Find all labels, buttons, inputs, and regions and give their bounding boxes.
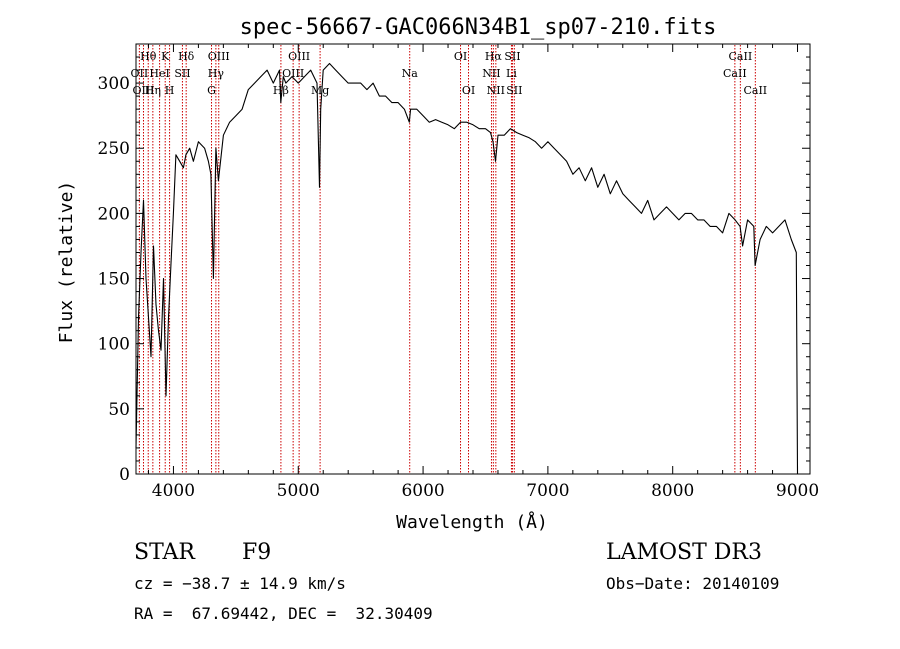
x-tick-label: 5000 [277,481,320,501]
spectral-line-label: G [207,84,216,97]
x-tick-label: 4000 [152,481,195,501]
object-subclass: F9 [242,540,272,565]
y-tick-label: 0 [119,465,130,485]
object-class: STAR [134,540,195,565]
chart-title: spec-56667-GAC066N34B1_sp07-210.fits [240,15,717,40]
spectral-line-label: Na [402,67,419,80]
spectral-line-label: K [161,50,170,63]
plot-frame [135,43,811,475]
spectral-line-markers [138,45,756,473]
spectral-line-label: CaII [723,67,747,80]
x-axis-ticks: 4000 5000 6000 7000 8000 9000 [147,44,819,501]
spectral-line-label: Li [506,67,517,80]
spectrum-series [135,62,799,475]
x-tick-label: 9000 [776,481,819,501]
spectral-line-label: Hθ [140,50,157,63]
spectrum-line [135,62,799,475]
x-tick-label: 6000 [401,481,444,501]
spectral-line-label: Hγ [208,67,225,80]
x-axis-label: Wavelength (Å) [396,511,548,533]
y-tick-label: 50 [108,400,130,420]
spectral-line-label: NII [482,67,500,80]
spectral-line-label: Hα [485,50,503,63]
spectral-line-label: Mg [311,84,329,97]
y-tick-label: 250 [98,139,130,159]
y-tick-label: 200 [98,204,130,224]
spectral-line-label: OI [462,84,475,97]
x-tick-label: 7000 [526,481,569,501]
spectral-line-label: NII [487,84,505,97]
spectral-line-label: SII [504,50,520,63]
y-axis-ticks: 0 50 100 150 200 250 300 [98,43,810,485]
spectral-line-label: OIII [132,84,154,97]
spectral-line-label: HeI [149,67,169,80]
spectral-line-labels: Hθ OII OIII K HeI Hη SII H Hδ OIII Hγ G OIII OIII Hβ Mg… [131,50,768,97]
y-axis-label: Flux (relative) [56,181,77,344]
spectral-line-label: Hδ [178,50,195,63]
spectral-line-label: OIII [282,67,304,80]
y-tick-label: 100 [98,335,130,355]
spectral-line-label: OIII [288,50,310,63]
spectral-line-label: OI [454,50,467,63]
coordinates: RA = 67.69442, DEC = 32.30409 [134,604,433,623]
spectral-line-label: CaII [743,84,767,97]
spectral-line-label: SII [506,84,522,97]
x-tick-label: 8000 [651,481,694,501]
spectral-line-label: Hη [145,84,161,97]
spectral-line-label: OII [131,67,149,80]
spectral-line-label: OIII [208,50,230,63]
obs-date: Obs−Date: 20140109 [606,574,780,593]
spectral-line-label: SII [174,67,190,80]
spectral-line-label: CaII [729,50,753,63]
y-tick-label: 300 [98,74,130,94]
spectral-line-label: Hβ [273,84,289,97]
redshift-info: cz = −38.7 ± 14.9 km/s [134,574,346,593]
data-release: LAMOST DR3 [606,540,762,565]
y-tick-label: 150 [98,270,130,290]
spectral-line-label: H [165,84,175,97]
